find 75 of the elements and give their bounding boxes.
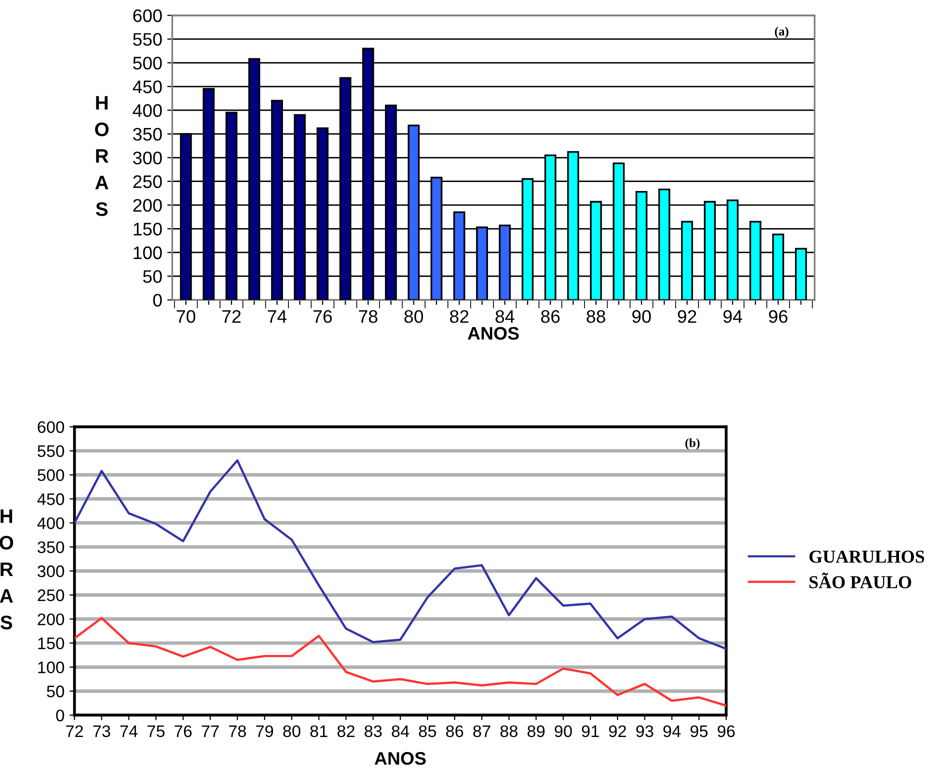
x-tick-label: 74: [268, 310, 287, 323]
y-tick-label: 0: [56, 710, 64, 722]
x-tick-label: 84: [496, 310, 514, 323]
x-tick-label: 83: [364, 725, 382, 738]
x-tick-label: 82: [450, 310, 468, 323]
x-tick-label: 76: [313, 310, 332, 323]
x-tick-label: 94: [663, 725, 681, 738]
x-tick-label: 90: [554, 725, 572, 738]
x-tick-label: 92: [678, 310, 696, 323]
x-tick-label: 70: [176, 310, 196, 323]
x-tick-label: 80: [283, 725, 300, 738]
y-tick-label: 50: [143, 270, 162, 283]
x-tick-label: 78: [228, 725, 246, 738]
y-tick-label: 600: [38, 421, 64, 433]
x-tick-label: 86: [541, 310, 560, 323]
x-tick-label: 95: [690, 725, 708, 738]
x-tick-label: 90: [632, 310, 651, 323]
y-tick-label: 400: [132, 104, 162, 117]
x-tick-label: 85: [418, 725, 436, 738]
y-tick-label: 350: [133, 128, 162, 141]
y-axis-title: HORAS: [95, 96, 109, 216]
x-tick-label: 82: [337, 725, 354, 738]
y-tick-label: 450: [37, 493, 64, 506]
x-tick-label: 81: [310, 725, 328, 738]
y-tick-label: 450: [132, 80, 162, 94]
x-tick-label: 79: [256, 725, 274, 738]
x-tick-label: 72: [66, 725, 83, 737]
x-axis-title: ANOS: [468, 326, 519, 340]
y-tick-label: 250: [38, 589, 64, 602]
x-tick-label: 88: [586, 310, 606, 323]
y-tick-label: 150: [38, 637, 64, 650]
y-tick-label: 50: [46, 686, 64, 698]
y-tick-label: 600: [133, 9, 162, 22]
y-tick-label: 300: [38, 565, 64, 578]
x-tick-label: 84: [392, 725, 410, 738]
y-tick-label: 100: [38, 662, 64, 674]
y-tick-label: 250: [133, 175, 162, 188]
y-axis-title: HORAS: [0, 509, 14, 630]
x-tick-label: 74: [120, 726, 138, 737]
x-tick-label: 89: [528, 725, 545, 738]
x-tick-label: 86: [446, 725, 464, 738]
y-tick-label: 350: [38, 541, 64, 554]
x-tick-label: 73: [93, 725, 110, 738]
y-tick-label: 200: [133, 199, 162, 212]
y-tick-label: 100: [134, 246, 162, 260]
y-tick-label: 150: [134, 222, 162, 236]
legend-label: GUARULHOS: [809, 550, 924, 563]
x-tick-label: 72: [222, 310, 241, 323]
y-tick-label: 550: [133, 33, 162, 46]
x-tick-label: 92: [609, 725, 626, 738]
x-tick-label: 91: [582, 725, 599, 738]
line-series: [74, 616, 726, 707]
y-tick-label: 500: [38, 469, 64, 482]
legend-label: SÃO PAULO: [809, 572, 912, 588]
y-tick-label: 200: [38, 613, 64, 626]
x-tick-label: 93: [636, 725, 654, 738]
y-tick-label: 550: [38, 445, 64, 458]
x-tick-label: 94: [723, 310, 742, 323]
y-tick-label: 500: [133, 56, 162, 70]
x-tick-label: 76: [174, 725, 192, 738]
annotation: (a): [774, 26, 788, 38]
x-tick-label: 80: [404, 310, 424, 323]
annotation: (b): [685, 438, 700, 450]
x-tick-label: 75: [148, 726, 165, 738]
x-tick-label: 96: [718, 725, 735, 738]
x-tick-label: 87: [473, 725, 490, 738]
line-series: [74, 459, 726, 650]
x-tick-label: 88: [500, 725, 518, 738]
y-tick-label: 300: [133, 152, 162, 164]
y-tick-label: 400: [37, 517, 64, 530]
x-tick-label: 77: [202, 726, 219, 737]
y-tick-label: 0: [153, 294, 162, 307]
x-axis-title: ANOS: [374, 752, 426, 765]
x-tick-label: 96: [768, 310, 788, 323]
x-tick-label: 78: [359, 310, 378, 323]
